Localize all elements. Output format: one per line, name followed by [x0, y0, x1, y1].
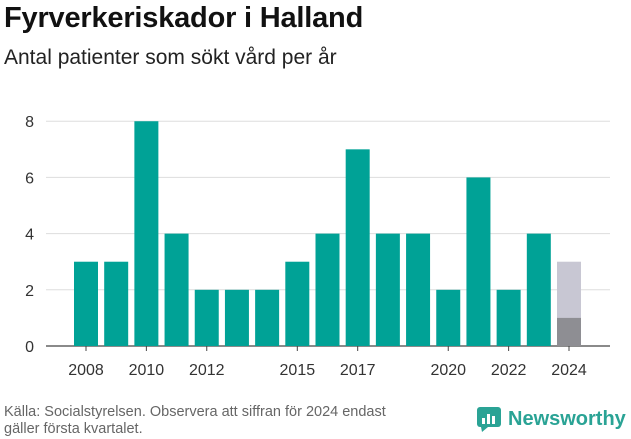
bar-2015	[285, 261, 310, 346]
y-tick-label: 6	[25, 170, 34, 187]
x-tick-label: 2015	[280, 362, 316, 379]
x-tick-label: 2024	[551, 362, 587, 379]
bar-2014	[255, 289, 280, 346]
y-tick-label: 0	[25, 339, 34, 356]
bar-2024	[557, 317, 581, 346]
bar-2011	[164, 233, 189, 346]
bar-2012	[194, 289, 219, 346]
y-tick-label: 2	[25, 283, 34, 300]
source-note-line-1: Källa: Socialstyrelsen. Observera att si…	[4, 404, 386, 420]
y-tick-label: 4	[25, 227, 34, 244]
y-tick-label: 8	[25, 114, 34, 131]
bar-2022	[496, 289, 521, 346]
y-axis-ticks: 0 2 4 6 8	[25, 114, 34, 356]
x-axis-ticks: 2008 2010 2012 2015 2017 2020 2022 2024	[68, 346, 587, 379]
source-note: Källa: Socialstyrelsen. Observera att si…	[4, 404, 474, 438]
chart-title: Fyrverkeriskador i Halland	[4, 2, 364, 34]
x-tick-label: 2010	[129, 362, 165, 379]
chart-subtitle: Antal patienter som sökt vård per år	[4, 46, 337, 69]
newsworthy-logo-icon	[477, 407, 501, 432]
bar-2009	[104, 261, 129, 346]
bar-2013	[224, 289, 249, 346]
bar-2008	[74, 261, 98, 346]
bar-2017	[345, 149, 370, 346]
x-tick-label: 2017	[340, 362, 376, 379]
brand-logo: Newsworthy	[476, 406, 626, 432]
brand-name: Newsworthy	[508, 407, 626, 430]
bar-2018	[375, 233, 400, 346]
bar-2010	[134, 121, 159, 346]
x-tick-label: 2020	[430, 362, 466, 379]
bar-2020	[436, 289, 461, 346]
x-tick-label: 2008	[68, 362, 104, 379]
bar-2023	[526, 233, 551, 346]
bar-chart: 0 2 4 6 8 2008 2010 2012 2015 2017 2020 2022 2024	[25, 114, 610, 379]
bars	[74, 121, 581, 346]
source-note-line-2: gäller första kvartalet.	[4, 421, 143, 437]
bar-2021	[466, 177, 491, 346]
bar-2019	[406, 233, 431, 346]
x-tick-label: 2022	[491, 362, 527, 379]
bar-2016	[315, 233, 340, 346]
x-tick-label: 2012	[189, 362, 225, 379]
